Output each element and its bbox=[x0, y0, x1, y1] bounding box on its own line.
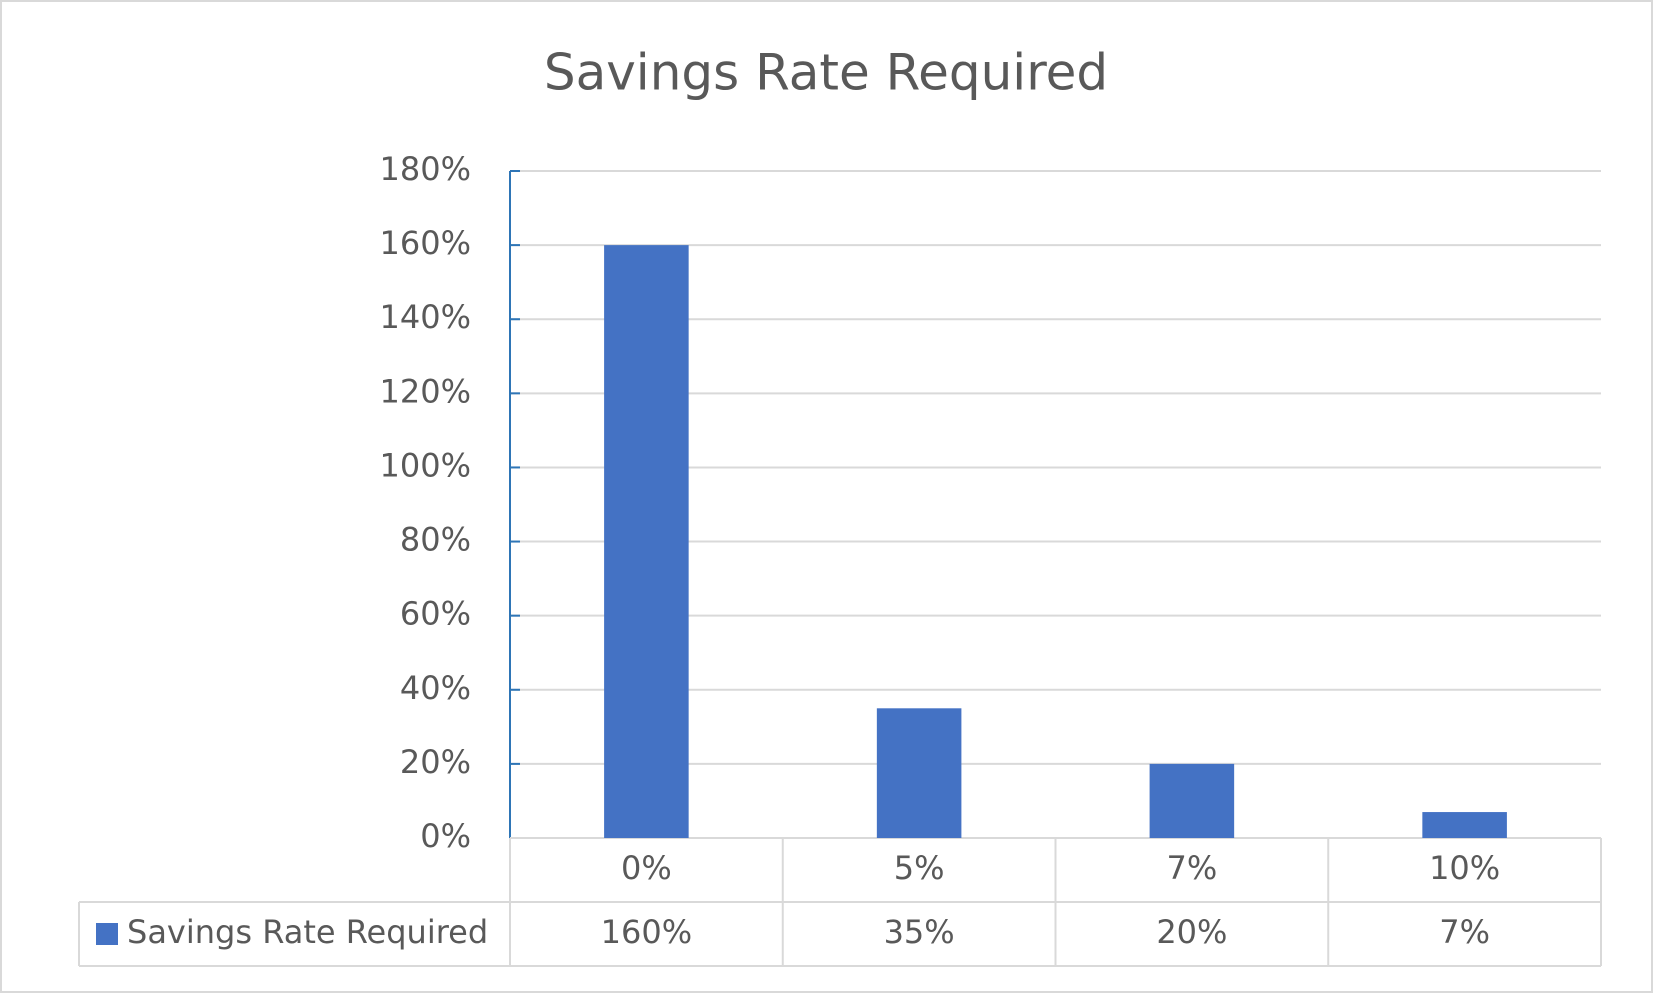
y-tick-label: 0% bbox=[420, 817, 471, 855]
legend-swatch bbox=[96, 923, 118, 945]
data-table-value: 20% bbox=[1156, 913, 1227, 951]
y-tick-label: 100% bbox=[380, 446, 471, 484]
data-table-value: 35% bbox=[884, 913, 955, 951]
x-tick-label: 5% bbox=[894, 849, 945, 887]
bar bbox=[876, 708, 962, 838]
data-table-value: 160% bbox=[601, 913, 692, 951]
y-tick-label: 160% bbox=[380, 224, 471, 262]
x-tick-label: 0% bbox=[621, 849, 672, 887]
legend-label: Savings Rate Required bbox=[127, 913, 488, 951]
x-tick-label: 7% bbox=[1166, 849, 1217, 887]
chart-title: Savings Rate Required bbox=[544, 44, 1108, 102]
data-table-value: 7% bbox=[1439, 913, 1490, 951]
x-tick-label: 10% bbox=[1429, 849, 1500, 887]
y-tick-label: 140% bbox=[380, 298, 471, 336]
bar bbox=[1422, 812, 1507, 838]
y-tick-label: 40% bbox=[400, 669, 471, 707]
bar bbox=[604, 245, 689, 839]
y-tick-label: 120% bbox=[380, 372, 471, 410]
bar bbox=[1149, 763, 1235, 838]
y-tick-label: 80% bbox=[400, 521, 471, 559]
y-tick-label: 60% bbox=[400, 595, 471, 633]
y-tick-label: 20% bbox=[400, 743, 471, 781]
y-tick-label: 180% bbox=[380, 150, 471, 188]
